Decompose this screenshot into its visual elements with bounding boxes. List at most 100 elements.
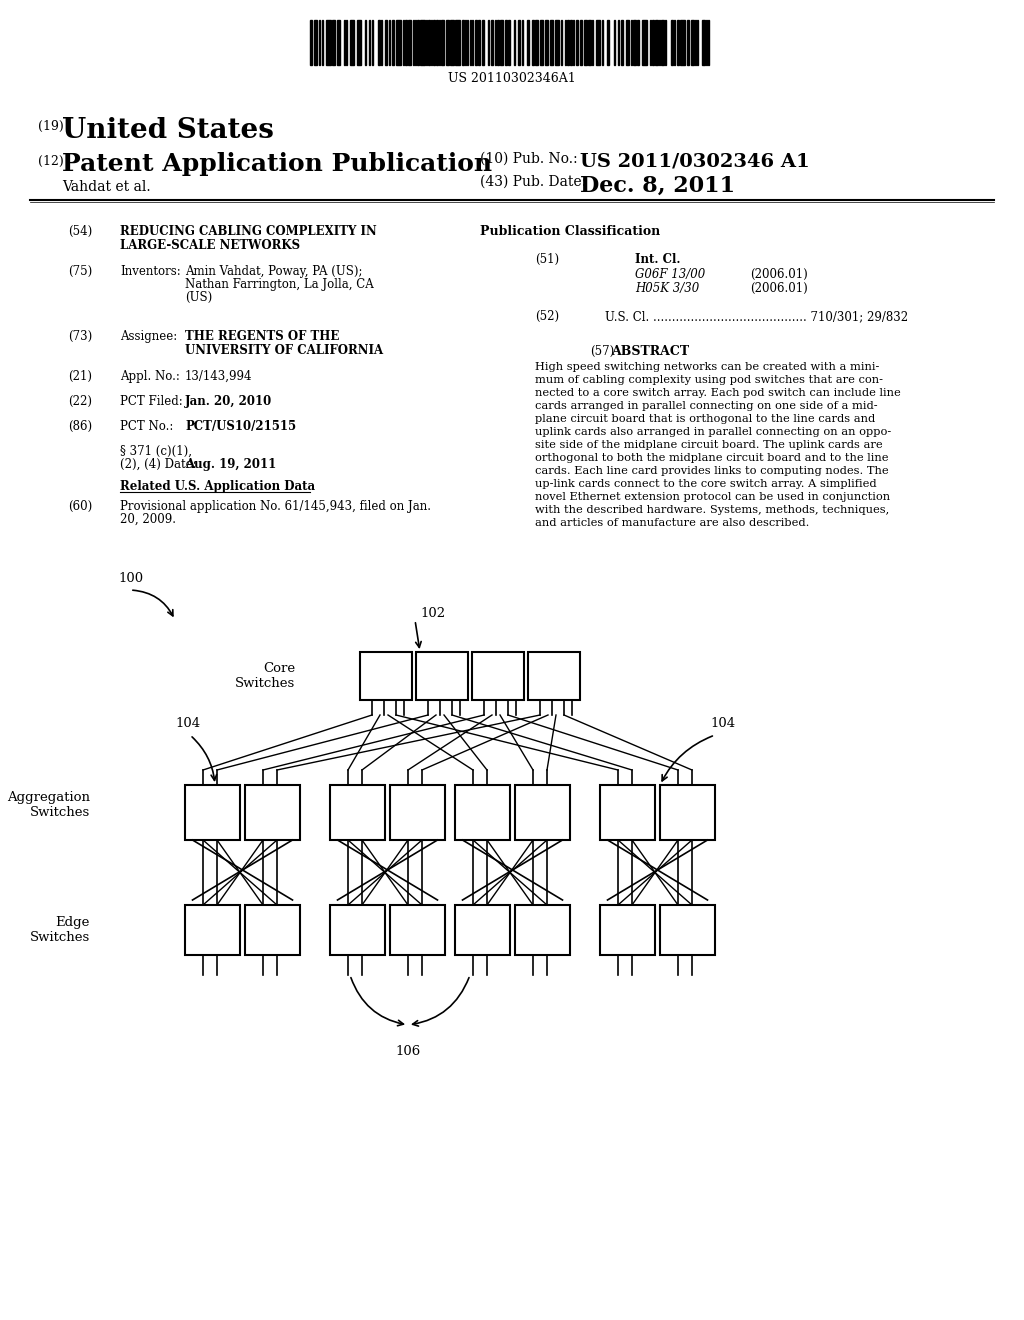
- Text: PCT/US10/21515: PCT/US10/21515: [185, 420, 296, 433]
- Text: mum of cabling complexity using pod switches that are con-: mum of cabling complexity using pod swit…: [535, 375, 883, 385]
- FancyBboxPatch shape: [660, 785, 715, 840]
- Bar: [702, 20, 705, 65]
- Bar: [588, 20, 591, 65]
- Bar: [518, 20, 520, 65]
- Bar: [671, 20, 673, 65]
- Text: Core
Switches: Core Switches: [234, 663, 295, 690]
- Text: US 2011/0302346 A1: US 2011/0302346 A1: [580, 152, 810, 170]
- Bar: [555, 20, 559, 65]
- Bar: [421, 20, 425, 65]
- Text: 100: 100: [118, 572, 143, 585]
- Bar: [431, 20, 432, 65]
- Bar: [655, 20, 657, 65]
- Text: Int. Cl.: Int. Cl.: [635, 253, 681, 267]
- Text: United States: United States: [62, 117, 273, 144]
- Bar: [470, 20, 471, 65]
- Text: High speed switching networks can be created with a mini-: High speed switching networks can be cre…: [535, 362, 880, 372]
- Bar: [570, 20, 572, 65]
- Text: (75): (75): [68, 265, 92, 279]
- FancyBboxPatch shape: [416, 652, 468, 700]
- Text: Inventors:: Inventors:: [120, 265, 181, 279]
- Bar: [691, 20, 693, 65]
- Bar: [626, 20, 629, 65]
- Bar: [467, 20, 468, 65]
- Bar: [634, 20, 636, 65]
- Bar: [497, 20, 499, 65]
- Bar: [508, 20, 510, 65]
- FancyBboxPatch shape: [330, 785, 385, 840]
- Text: Jan. 20, 2010: Jan. 20, 2010: [185, 395, 272, 408]
- Bar: [396, 20, 400, 65]
- Text: novel Ethernet extension protocol can be used in conjunction: novel Ethernet extension protocol can be…: [535, 492, 890, 502]
- Bar: [618, 20, 620, 65]
- FancyBboxPatch shape: [515, 785, 570, 840]
- Text: (21): (21): [68, 370, 92, 383]
- Bar: [378, 20, 380, 65]
- Bar: [492, 20, 493, 65]
- Text: 106: 106: [395, 1045, 421, 1059]
- Bar: [514, 20, 515, 65]
- FancyBboxPatch shape: [360, 652, 412, 700]
- Bar: [596, 20, 600, 65]
- Bar: [322, 20, 324, 65]
- Text: (2006.01): (2006.01): [750, 282, 808, 294]
- Text: 104: 104: [710, 717, 735, 730]
- Bar: [573, 20, 574, 65]
- Text: LARGE-SCALE NETWORKS: LARGE-SCALE NETWORKS: [120, 239, 300, 252]
- FancyBboxPatch shape: [528, 652, 580, 700]
- Text: site side of the midplane circuit board. The uplink cards are: site side of the midplane circuit board.…: [535, 440, 883, 450]
- Text: § 371 (c)(1),: § 371 (c)(1),: [120, 445, 193, 458]
- Text: 104: 104: [175, 717, 200, 730]
- Bar: [481, 20, 483, 65]
- Bar: [357, 20, 361, 65]
- Text: (US): (US): [185, 290, 212, 304]
- Text: nected to a core switch array. Each pod switch can include line: nected to a core switch array. Each pod …: [535, 388, 901, 399]
- Text: with the described hardware. Systems, methods, techniques,: with the described hardware. Systems, me…: [535, 506, 889, 515]
- Bar: [677, 20, 679, 65]
- Text: UNIVERSITY OF CALIFORNIA: UNIVERSITY OF CALIFORNIA: [185, 345, 383, 356]
- Text: cards. Each line card provides links to computing nodes. The: cards. Each line card provides links to …: [535, 466, 889, 477]
- Bar: [564, 20, 565, 65]
- Bar: [567, 20, 569, 65]
- Bar: [674, 20, 675, 65]
- FancyBboxPatch shape: [515, 906, 570, 954]
- FancyBboxPatch shape: [455, 785, 510, 840]
- Text: Aggregation
Switches: Aggregation Switches: [7, 791, 90, 818]
- Bar: [428, 20, 430, 65]
- Text: (19): (19): [38, 120, 63, 133]
- Bar: [632, 20, 633, 65]
- Text: (54): (54): [68, 224, 92, 238]
- FancyBboxPatch shape: [245, 906, 300, 954]
- FancyBboxPatch shape: [660, 906, 715, 954]
- Bar: [381, 20, 382, 65]
- Text: (22): (22): [68, 395, 92, 408]
- Text: cards arranged in parallel connecting on one side of a mid-: cards arranged in parallel connecting on…: [535, 401, 878, 411]
- Bar: [666, 20, 667, 65]
- Text: US 20110302346A1: US 20110302346A1: [449, 73, 575, 84]
- Bar: [551, 20, 553, 65]
- Text: Aug. 19, 2011: Aug. 19, 2011: [185, 458, 276, 471]
- Bar: [488, 20, 489, 65]
- Text: 13/143,994: 13/143,994: [185, 370, 253, 383]
- Bar: [575, 20, 578, 65]
- Text: Publication Classification: Publication Classification: [480, 224, 660, 238]
- Bar: [495, 20, 496, 65]
- Bar: [585, 20, 587, 65]
- Bar: [337, 20, 340, 65]
- Text: orthogonal to both the midplane circuit board and to the line: orthogonal to both the midplane circuit …: [535, 453, 889, 463]
- Text: Assignee:: Assignee:: [120, 330, 177, 343]
- Text: 20, 2009.: 20, 2009.: [120, 513, 176, 525]
- Bar: [475, 20, 477, 65]
- FancyBboxPatch shape: [185, 906, 240, 954]
- FancyBboxPatch shape: [600, 785, 655, 840]
- Text: PCT No.:: PCT No.:: [120, 420, 173, 433]
- Bar: [694, 20, 695, 65]
- Text: Related U.S. Application Data: Related U.S. Application Data: [120, 480, 315, 492]
- Bar: [697, 20, 698, 65]
- Bar: [681, 20, 685, 65]
- Text: Nathan Farrington, La Jolla, CA: Nathan Farrington, La Jolla, CA: [185, 279, 374, 290]
- Bar: [561, 20, 562, 65]
- FancyBboxPatch shape: [330, 906, 385, 954]
- Text: plane circuit board that is orthogonal to the line cards and: plane circuit board that is orthogonal t…: [535, 414, 876, 424]
- Text: Provisional application No. 61/145,943, filed on Jan.: Provisional application No. 61/145,943, …: [120, 500, 431, 513]
